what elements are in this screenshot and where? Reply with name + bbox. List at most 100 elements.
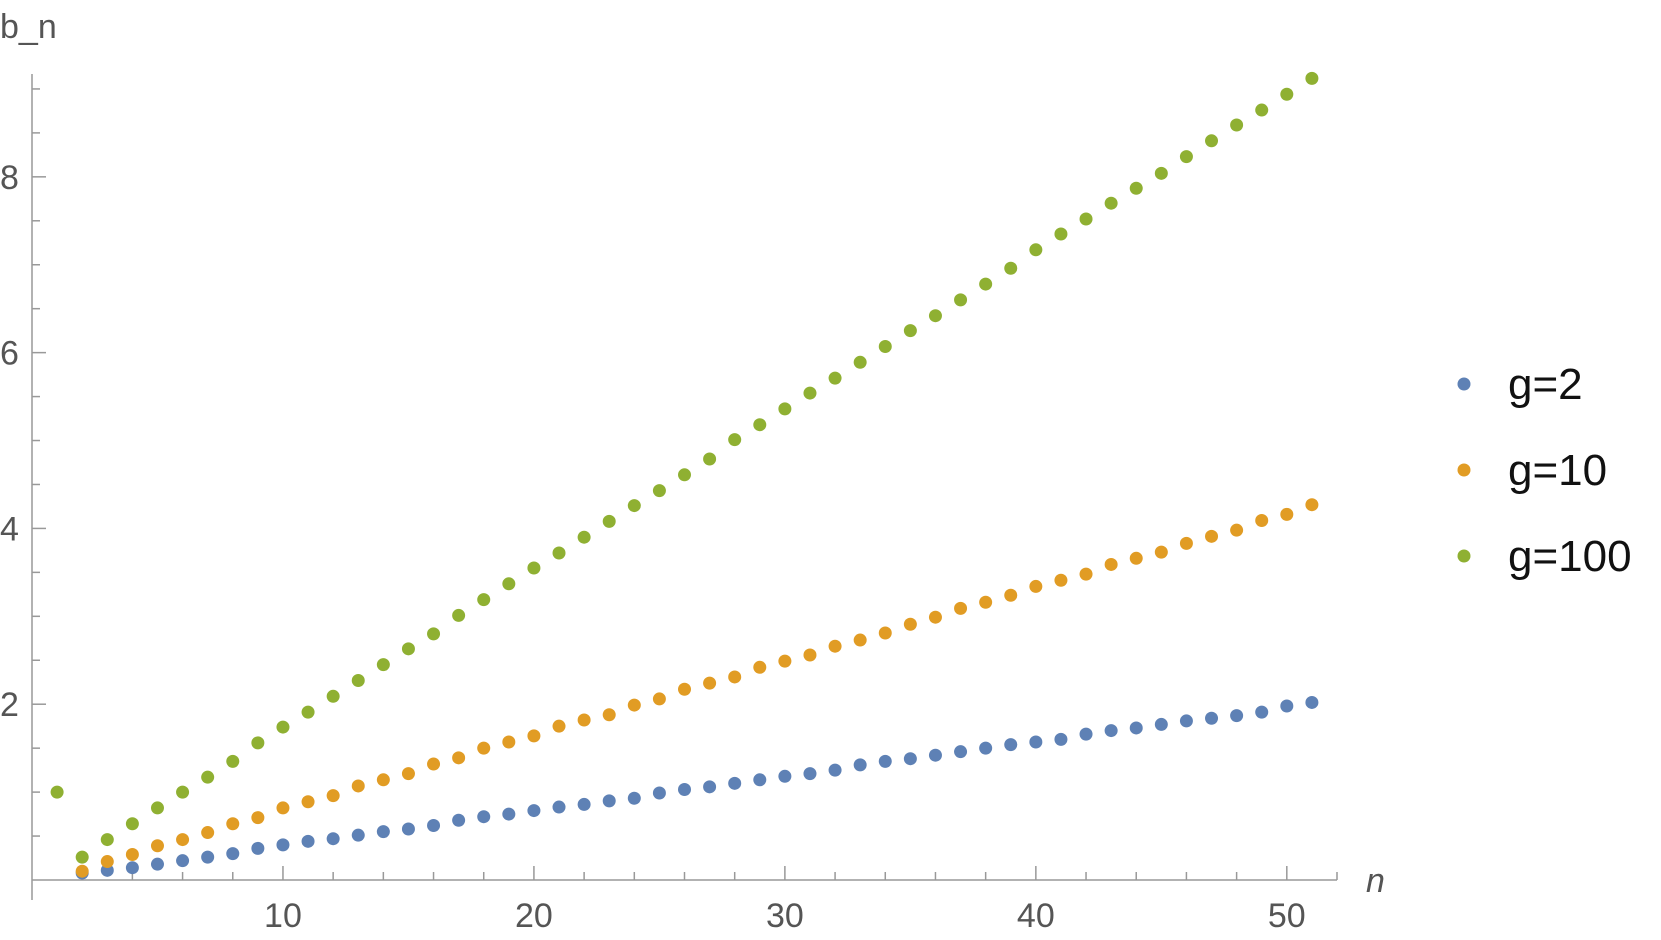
data-point (1280, 699, 1294, 713)
y-tick-label: 6 (0, 335, 19, 373)
data-point (753, 660, 767, 674)
data-point (928, 309, 942, 323)
data-point (728, 776, 742, 790)
data-point (201, 850, 215, 864)
data-point (552, 546, 566, 560)
data-point (1179, 536, 1193, 550)
data-point (125, 848, 139, 862)
data-point (326, 689, 340, 703)
data-point (1079, 212, 1093, 226)
x-tick-label: 50 (1268, 897, 1306, 935)
data-point (753, 418, 767, 432)
y-tick-label: 8 (0, 159, 19, 197)
data-point (602, 794, 616, 808)
data-point (125, 861, 139, 875)
x-tick-label: 20 (515, 897, 553, 935)
data-point (150, 801, 164, 815)
data-point (1154, 545, 1168, 559)
data-point (376, 825, 390, 839)
data-point (703, 676, 717, 690)
legend-item: g=10 (1457, 446, 1607, 495)
data-point (602, 708, 616, 722)
data-point (1179, 150, 1193, 164)
legend-label: g=10 (1508, 446, 1607, 495)
x-tick-label: 40 (1017, 897, 1055, 935)
data-point (351, 779, 365, 793)
data-point (1230, 709, 1244, 723)
legend-marker (1457, 549, 1471, 563)
y-ticks (32, 88, 46, 837)
data-point (552, 719, 566, 733)
data-point (1205, 134, 1219, 148)
data-point (502, 577, 516, 591)
data-point (150, 839, 164, 853)
data-point (652, 484, 666, 498)
data-point (778, 654, 792, 668)
data-point (778, 402, 792, 416)
data-point (100, 855, 114, 869)
data-point (427, 819, 441, 833)
data-point (1280, 87, 1294, 101)
series-g=10 (75, 498, 1319, 878)
y-tick-label: 2 (0, 686, 19, 724)
data-point (301, 795, 315, 809)
data-point (652, 692, 666, 706)
legend-item: g=2 (1457, 360, 1583, 409)
data-point (1079, 567, 1093, 581)
data-point (1029, 243, 1043, 257)
data-point (1255, 514, 1269, 528)
x-tick-labels: 10 20 30 40 50 (264, 897, 1306, 935)
data-point (201, 770, 215, 784)
data-point (1205, 529, 1219, 543)
data-point (1104, 557, 1118, 571)
data-point (928, 748, 942, 762)
data-point (1004, 261, 1018, 275)
data-point (75, 864, 89, 878)
data-point (954, 601, 968, 615)
data-point (1079, 727, 1093, 741)
data-point (477, 741, 491, 755)
data-point (778, 769, 792, 783)
series-g=100 (50, 71, 1319, 864)
data-point (226, 754, 240, 768)
data-point (728, 433, 742, 447)
data-point (954, 745, 968, 759)
data-point (627, 499, 641, 513)
data-point (1129, 721, 1143, 735)
data-point (176, 833, 190, 847)
data-point (452, 608, 466, 622)
data-point (703, 780, 717, 794)
data-point (477, 593, 491, 607)
data-point (828, 371, 842, 385)
data-point (577, 530, 591, 544)
data-point (1129, 551, 1143, 565)
data-point (326, 832, 340, 846)
data-point (803, 386, 817, 400)
data-point (577, 797, 591, 811)
data-point (1154, 166, 1168, 180)
data-point (728, 670, 742, 684)
data-point (301, 705, 315, 719)
data-point (1104, 196, 1118, 210)
data-point (351, 828, 365, 842)
series-g=2 (75, 695, 1319, 880)
data-point (979, 595, 993, 609)
x-tick-label: 30 (766, 897, 804, 935)
data-point (75, 850, 89, 864)
data-point (427, 627, 441, 641)
x-tick-label: 10 (264, 897, 302, 935)
legend-marker (1457, 463, 1471, 477)
data-point (1280, 507, 1294, 521)
data-point (1104, 724, 1118, 738)
data-point (1305, 71, 1319, 85)
data-point (251, 811, 265, 825)
data-point (401, 642, 415, 656)
data-point (979, 741, 993, 755)
data-point (577, 713, 591, 727)
legend-label: g=2 (1508, 360, 1583, 409)
data-point (1230, 523, 1244, 537)
data-point (1054, 732, 1068, 746)
data-point (803, 767, 817, 781)
data-point (376, 773, 390, 787)
